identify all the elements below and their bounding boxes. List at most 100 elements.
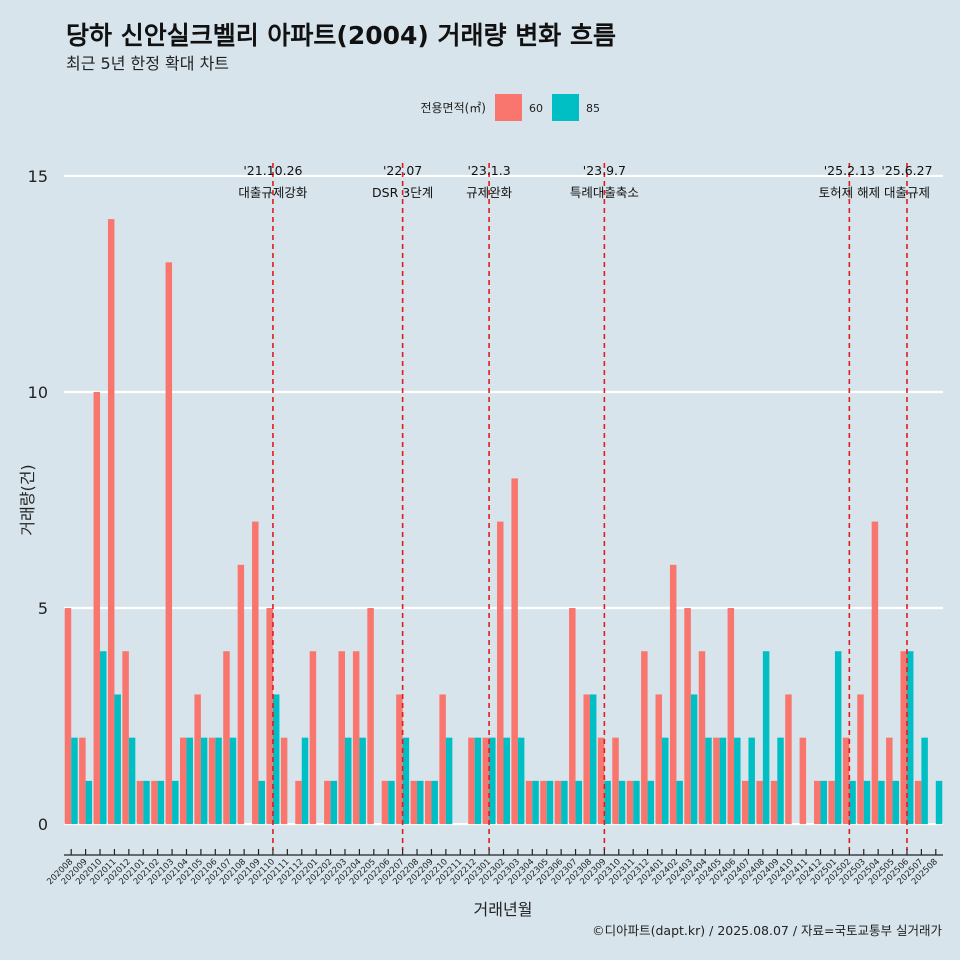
- bar-85-202010: [100, 651, 107, 825]
- bar-60-202008: [64, 608, 72, 825]
- bar-60-202009: [79, 737, 86, 825]
- chart-title: 당하 신안실크벨리 아파트(2004) 거래량 변화 흐름: [66, 21, 616, 50]
- bar-85-202012: [128, 737, 136, 825]
- bar-60-202311: [626, 780, 634, 825]
- bar-60-202406: [727, 608, 735, 825]
- bar-85-202403: [690, 694, 698, 825]
- bar-85-202307: [575, 780, 583, 825]
- bar-85-202508: [935, 780, 943, 825]
- bar-85-202301: [489, 737, 496, 825]
- bar-60-202207: [396, 694, 403, 825]
- legend-title: 전용면적(㎡): [420, 101, 486, 115]
- bar-60-202102: [151, 780, 158, 825]
- bar-60-202302: [497, 521, 504, 825]
- bar-60-202307: [569, 608, 576, 825]
- bar-60-202210: [439, 694, 446, 825]
- bar-60-202012: [122, 651, 129, 825]
- bar-60-202504: [871, 521, 879, 825]
- bar-85-202304: [532, 780, 539, 825]
- bar-60-202205: [367, 608, 374, 825]
- bar-60-202407: [741, 780, 749, 825]
- bar-60-202408: [756, 780, 763, 825]
- bar-60-202507: [914, 780, 922, 825]
- bar-85-202407: [748, 737, 755, 825]
- event-date-label: '25.6.27: [881, 163, 932, 178]
- event-date-label: '22.07: [383, 163, 422, 178]
- event-description-label: 대출규제강화: [238, 185, 308, 200]
- legend-swatch-85: [552, 94, 579, 121]
- legend-swatch-60: [495, 94, 522, 121]
- bar-85-202507: [921, 737, 928, 825]
- bar-85-202105: [200, 737, 208, 825]
- bar-85-202303: [517, 737, 525, 825]
- bar-85-202302: [503, 737, 510, 825]
- bar-60-202505: [886, 737, 893, 825]
- bar-60-202405: [713, 737, 720, 825]
- bar-60-202310: [612, 737, 619, 825]
- event-date-label: '21.10.26: [243, 163, 302, 178]
- bar-85-202009: [85, 780, 93, 825]
- bar-85-202505: [892, 780, 900, 825]
- event-markers: '21.10.26 대출규제강화 '22.07 DSR 3단계 '23.1.3 규제완화 '…: [238, 162, 933, 850]
- y-tick-label: 5: [38, 599, 48, 618]
- bar-85-202102: [157, 780, 165, 825]
- bar-85-202209: [431, 780, 438, 825]
- y-axis-title: 거래량(건): [18, 464, 37, 535]
- bar-85-202506: [906, 651, 914, 825]
- bar-85-202207: [402, 737, 410, 825]
- bar-85-202107: [229, 737, 237, 825]
- bar-85-202311: [633, 780, 640, 825]
- event-description-label: DSR 3단계: [372, 185, 433, 200]
- y-tick-label: 0: [38, 815, 48, 834]
- bar-60-202203: [338, 651, 345, 825]
- event-date-label: '23.1.3: [467, 163, 510, 178]
- bar-60-202209: [424, 780, 432, 825]
- bar-85-202104: [186, 737, 193, 825]
- chart-subtitle: 최근 5년 한정 확대 차트: [66, 54, 229, 73]
- bar-85-202208: [417, 780, 424, 825]
- bar-85-202110: [272, 694, 280, 825]
- bar-85-202210: [445, 737, 453, 825]
- bar-85-202306: [561, 780, 568, 825]
- bar-60-202404: [698, 651, 706, 825]
- bar-85-202203: [344, 737, 352, 825]
- bar-60-202305: [540, 780, 547, 825]
- bar-85-202212: [474, 737, 482, 825]
- bar-60-202103: [165, 262, 173, 825]
- bar-60-202309: [597, 737, 605, 825]
- bar-60-202111: [280, 737, 288, 825]
- event-description-label: 규제완화: [466, 185, 513, 200]
- bar-60-202202: [324, 780, 331, 825]
- bar-85-202106: [215, 737, 222, 825]
- bar-85-202309: [604, 780, 611, 825]
- bar-85-202204: [359, 737, 366, 825]
- y-tick-label: 15: [28, 167, 48, 186]
- bar-60-202308: [583, 694, 590, 825]
- bar-85-202401: [662, 737, 669, 825]
- event-description-label: 토허제 해제: [819, 185, 880, 200]
- event-date-label: '25.2.13: [824, 163, 875, 178]
- bar-85-202011: [114, 694, 121, 825]
- bar-60-202112: [295, 780, 302, 825]
- bar-85-202101: [143, 780, 150, 825]
- bar-60-202410: [785, 694, 792, 825]
- bar-60-202501: [828, 780, 835, 825]
- bar-85-202402: [676, 780, 683, 825]
- bar-60-202502: [842, 737, 850, 825]
- bar-85-202408: [762, 651, 770, 825]
- bar-85-202404: [705, 737, 712, 825]
- bar-60-202301: [482, 737, 490, 825]
- y-axis: 0 5 10 15: [28, 167, 48, 834]
- bar-60-202312: [641, 651, 648, 825]
- event-description-label: 대출규제: [884, 185, 930, 200]
- bar-85-202008: [71, 737, 78, 825]
- bar-85-202312: [647, 780, 655, 825]
- event-date-label: '23.9.7: [583, 163, 626, 178]
- bar-85-202308: [589, 694, 597, 825]
- bar-60-202010: [93, 391, 101, 825]
- bar-60-202409: [770, 780, 778, 825]
- bar-85-202502: [849, 780, 856, 825]
- bar-60-202011: [107, 219, 115, 825]
